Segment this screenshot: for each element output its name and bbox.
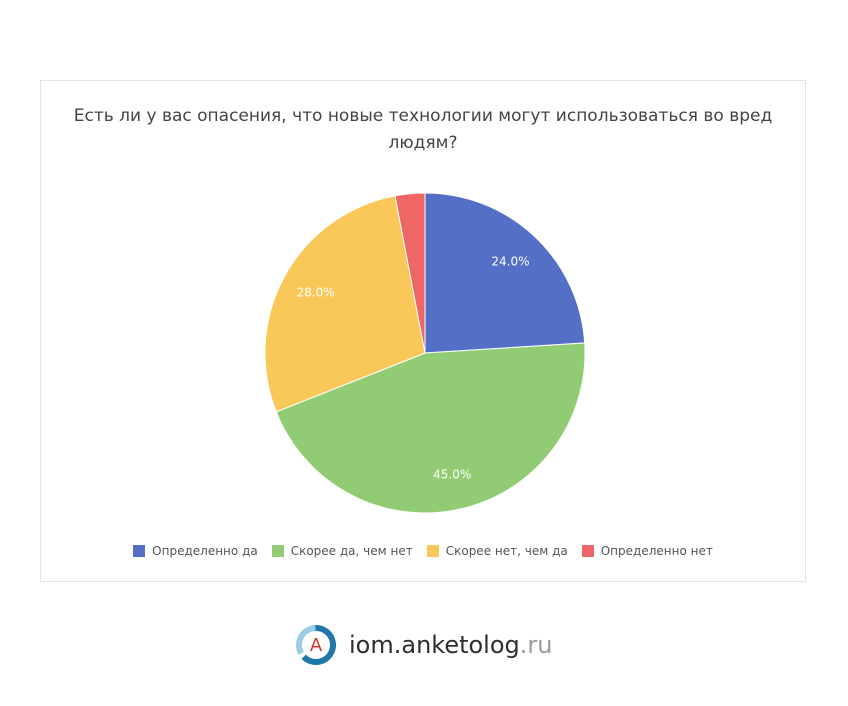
pie-chart: 24.0% 45.0% 28.0% (264, 192, 586, 514)
legend-item-rather-no[interactable]: Скорее нет, чем да (426, 544, 568, 558)
legend-swatch (271, 545, 284, 557)
brand-name: iom.anketolog.ru (349, 631, 552, 659)
slice-label-rather-yes: 45.0% (433, 467, 471, 481)
pie-slice-rather-no[interactable] (264, 195, 426, 413)
legend-swatch (133, 545, 146, 557)
legend-item-definitely-yes[interactable]: Определенно да (133, 544, 258, 558)
pie-slices (264, 192, 586, 514)
legend-label: Скорее нет, чем да (445, 544, 568, 558)
logo-letter: A (309, 634, 323, 656)
legend-item-definitely-no[interactable]: Определенно нет (581, 544, 713, 558)
legend-swatch (426, 545, 439, 557)
slice-label-definitely-yes: 24.0% (491, 255, 529, 269)
chart-title: Есть ли у вас опасения, что новые технол… (73, 106, 773, 153)
pie-slice-definitely-yes[interactable] (424, 192, 586, 354)
brand-main: iom.anketolog (349, 631, 520, 659)
pie-slice-definitely-no[interactable] (394, 192, 426, 354)
legend-label: Определенно да (152, 544, 258, 558)
legend-label: Скорее да, чем нет (290, 544, 413, 558)
footer-brand[interactable]: A iom.anketolog.ru (293, 622, 552, 668)
slice-label-rather-no: 28.0% (297, 285, 335, 299)
legend-label: Определенно нет (600, 544, 713, 558)
legend-swatch (581, 545, 594, 557)
chart-legend: Определенно да Скорее да, чем нет Скорее… (41, 544, 805, 558)
chart-card: Есть ли у вас опасения, что новые технол… (40, 80, 806, 582)
brand-tld: .ru (519, 631, 553, 659)
pie-slice-rather-yes[interactable] (275, 342, 586, 514)
pie-labels: 24.0% 45.0% 28.0% (297, 255, 530, 482)
anketolog-logo-icon: A (293, 622, 339, 668)
legend-item-rather-yes[interactable]: Скорее да, чем нет (271, 544, 413, 558)
